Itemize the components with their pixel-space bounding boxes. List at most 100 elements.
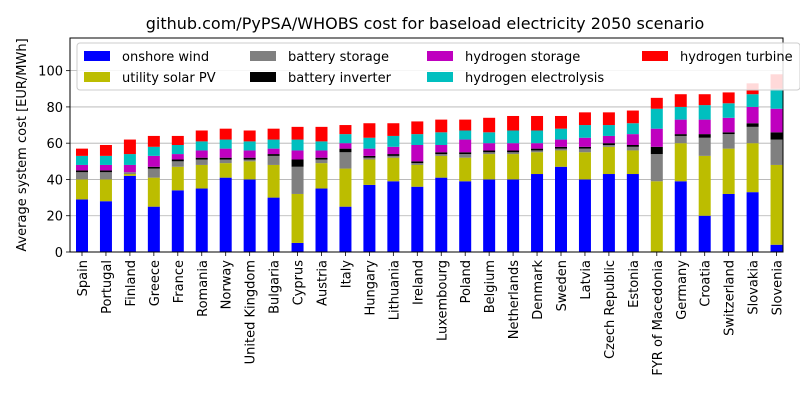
bar-segment-hydrogen-storage	[219, 148, 232, 158]
bar-segment-hydrogen-storage	[363, 148, 376, 156]
x-tick-label: Norway	[220, 260, 235, 310]
bar-segment-battery-storage	[171, 161, 184, 167]
bar-segment-onshore-wind	[339, 206, 352, 252]
bar-segment-hydrogen-turbine	[531, 115, 544, 131]
bar-segment-battery-storage	[507, 152, 520, 155]
legend-swatch-battery-inverter	[250, 72, 276, 82]
bar-segment-hydrogen-turbine	[435, 119, 448, 133]
bar-segment-onshore-wind	[459, 181, 472, 252]
bar-segment-hydrogen-electrolysis	[147, 146, 160, 156]
bar-segment-hydrogen-storage	[147, 155, 160, 167]
x-tick-label: Denmark	[531, 260, 546, 320]
x-tick-label: Finland	[124, 260, 139, 306]
legend-swatch-utility-solar-PV	[84, 72, 110, 82]
bar-segment-hydrogen-storage	[387, 146, 400, 155]
bar-segment-hydrogen-storage	[650, 128, 663, 147]
bar-segment-hydrogen-electrolysis	[267, 139, 280, 149]
bar-segment-hydrogen-turbine	[722, 92, 735, 104]
bar-segment-onshore-wind	[770, 244, 783, 252]
bar-segment-onshore-wind	[626, 174, 639, 252]
bar-segment-hydrogen-storage	[483, 143, 496, 151]
bar-segment-battery-inverter	[459, 152, 472, 155]
legend-swatch-hydrogen-electrolysis	[427, 72, 453, 82]
bar-segment-hydrogen-storage	[315, 150, 328, 158]
bar-segment-onshore-wind	[531, 174, 544, 252]
bar-segment-onshore-wind	[363, 184, 376, 252]
bar-segment-utility-solar-PV	[531, 152, 544, 175]
bar-segment-onshore-wind	[171, 190, 184, 252]
x-tick-label: Germany	[675, 260, 690, 320]
bar-segment-battery-inverter	[626, 145, 639, 147]
x-tick-label: Ireland	[411, 260, 426, 305]
bar-segment-hydrogen-electrolysis	[195, 141, 208, 151]
bar-segment-battery-storage	[770, 139, 783, 165]
bar-segment-onshore-wind	[315, 188, 328, 252]
bar-segment-utility-solar-PV	[267, 164, 280, 198]
bar-segment-onshore-wind	[483, 179, 496, 252]
bar-segment-utility-solar-PV	[99, 179, 112, 202]
x-tick-label: Spain	[76, 260, 91, 296]
x-tick-label: Greece	[148, 260, 163, 306]
bar-segment-hydrogen-turbine	[291, 126, 304, 140]
bar-segment-battery-storage	[195, 159, 208, 165]
y-tick-label: 60	[46, 137, 63, 152]
bar-segment-hydrogen-turbine	[674, 94, 687, 107]
bar-segment-battery-storage	[602, 145, 615, 147]
bar-segment-hydrogen-electrolysis	[770, 88, 783, 109]
bar-segment-hydrogen-electrolysis	[219, 139, 232, 149]
bar-segment-utility-solar-PV	[195, 164, 208, 189]
bar-segment-utility-solar-PV	[746, 143, 759, 193]
bar-segment-hydrogen-turbine	[267, 128, 280, 140]
bar-segment-hydrogen-turbine	[219, 128, 232, 140]
bar-segment-hydrogen-turbine	[123, 139, 136, 155]
bar-segment-hydrogen-electrolysis	[578, 125, 591, 138]
bar-segment-hydrogen-turbine	[243, 130, 256, 142]
bar-segment-battery-inverter	[602, 143, 615, 145]
bar-segment-hydrogen-electrolysis	[507, 130, 520, 144]
y-tick-label: 40	[46, 173, 63, 188]
bar-segment-battery-storage	[291, 166, 304, 194]
bar-segment-hydrogen-electrolysis	[674, 106, 687, 120]
bar-segment-utility-solar-PV	[147, 177, 160, 207]
bar-segment-battery-storage	[435, 154, 448, 156]
bar-segment-hydrogen-turbine	[698, 94, 711, 106]
x-tick-label: Czech Republic	[603, 260, 618, 359]
bar-segment-hydrogen-storage	[602, 135, 615, 144]
bar-segment-battery-storage	[76, 172, 88, 180]
y-tick-label: 0	[55, 246, 63, 261]
bar-segment-utility-solar-PV	[315, 163, 328, 189]
bar-segment-hydrogen-electrolysis	[171, 145, 184, 155]
bar-segment-hydrogen-turbine	[555, 115, 567, 129]
bar-segment-onshore-wind	[219, 177, 232, 252]
bar-segment-battery-inverter	[171, 159, 184, 162]
legend-label: hydrogen storage	[465, 50, 580, 65]
bar-segment-battery-inverter	[435, 152, 448, 155]
bar-segment-hydrogen-storage	[267, 148, 280, 155]
bar-segment-battery-storage	[147, 168, 160, 178]
bar-segment-battery-inverter	[243, 157, 256, 160]
bar-segment-onshore-wind	[435, 177, 448, 252]
bar-segment-hydrogen-electrolysis	[243, 141, 256, 151]
bar-segment-hydrogen-turbine	[459, 119, 472, 131]
bar-segment-battery-storage	[626, 146, 639, 151]
bar-segment-hydrogen-turbine	[315, 126, 328, 142]
bar-segment-battery-storage	[722, 134, 735, 149]
bar-segment-utility-solar-PV	[339, 168, 352, 207]
bar-segment-onshore-wind	[674, 181, 687, 252]
bar-segment-hydrogen-electrolysis	[387, 135, 400, 147]
bar-segment-battery-inverter	[722, 132, 735, 135]
bar-segment-hydrogen-storage	[555, 139, 567, 147]
x-tick-label: Portugal	[100, 260, 115, 314]
bar-segment-onshore-wind	[722, 193, 735, 252]
bar-segment-hydrogen-electrolysis	[746, 94, 759, 107]
bar-segment-onshore-wind	[76, 199, 88, 252]
x-tick-label: Lithuania	[387, 260, 402, 320]
legend-label: utility solar PV	[122, 71, 216, 86]
bar-segment-hydrogen-turbine	[507, 115, 520, 131]
bar-segment-hydrogen-turbine	[578, 112, 591, 126]
legend-label: onshore wind	[122, 50, 209, 65]
bar-segment-battery-inverter	[483, 150, 496, 153]
bar-segment-utility-solar-PV	[387, 157, 400, 182]
x-tick-label: Hungary	[363, 260, 378, 316]
x-tick-label: Belgium	[483, 260, 498, 313]
